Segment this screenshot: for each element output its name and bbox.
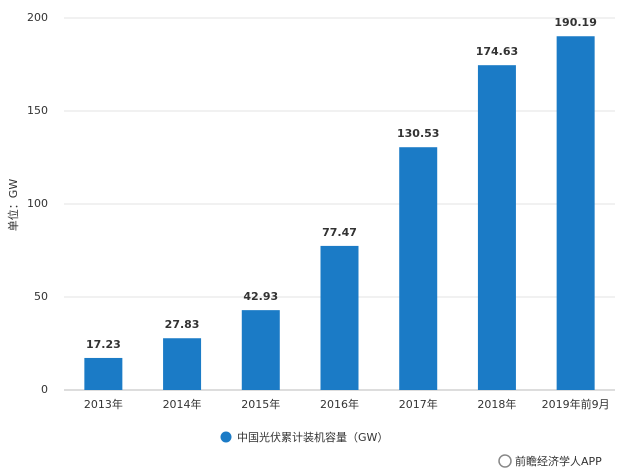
bar	[477, 65, 516, 390]
y-tick-label: 150	[27, 104, 48, 117]
legend-marker	[220, 431, 232, 443]
bar	[84, 357, 123, 390]
x-tick-label: 2019年前9月	[542, 397, 610, 411]
value-label: 77.47	[322, 226, 357, 239]
y-tick-label: 0	[41, 383, 48, 396]
x-tick-label: 2015年	[241, 397, 280, 411]
value-label: 27.83	[165, 318, 200, 331]
watermark-icon	[498, 454, 512, 468]
value-label: 42.93	[243, 290, 278, 303]
x-tick-label: 2014年	[163, 397, 202, 411]
value-label: 130.53	[397, 127, 439, 140]
y-tick-label: 200	[27, 11, 48, 24]
value-label: 190.19	[554, 16, 596, 29]
watermark: 前瞻经济学人APP	[515, 454, 602, 468]
x-tick-label: 2018年	[477, 397, 516, 411]
value-label: 17.23	[86, 338, 121, 351]
y-axis-label: 单位：GW	[6, 179, 20, 232]
y-tick-label: 100	[27, 197, 48, 210]
y-tick-label: 50	[34, 290, 48, 303]
bar	[163, 338, 202, 390]
x-tick-label: 2016年	[320, 397, 359, 411]
value-label: 174.63	[476, 45, 518, 58]
bar	[241, 310, 280, 390]
bar	[556, 36, 595, 390]
x-tick-label: 2017年	[399, 397, 438, 411]
x-tick-label: 2013年	[84, 397, 123, 411]
bar	[320, 245, 359, 390]
bar	[399, 147, 438, 390]
legend-label: 中国光伏累计装机容量（GW）	[237, 430, 388, 444]
